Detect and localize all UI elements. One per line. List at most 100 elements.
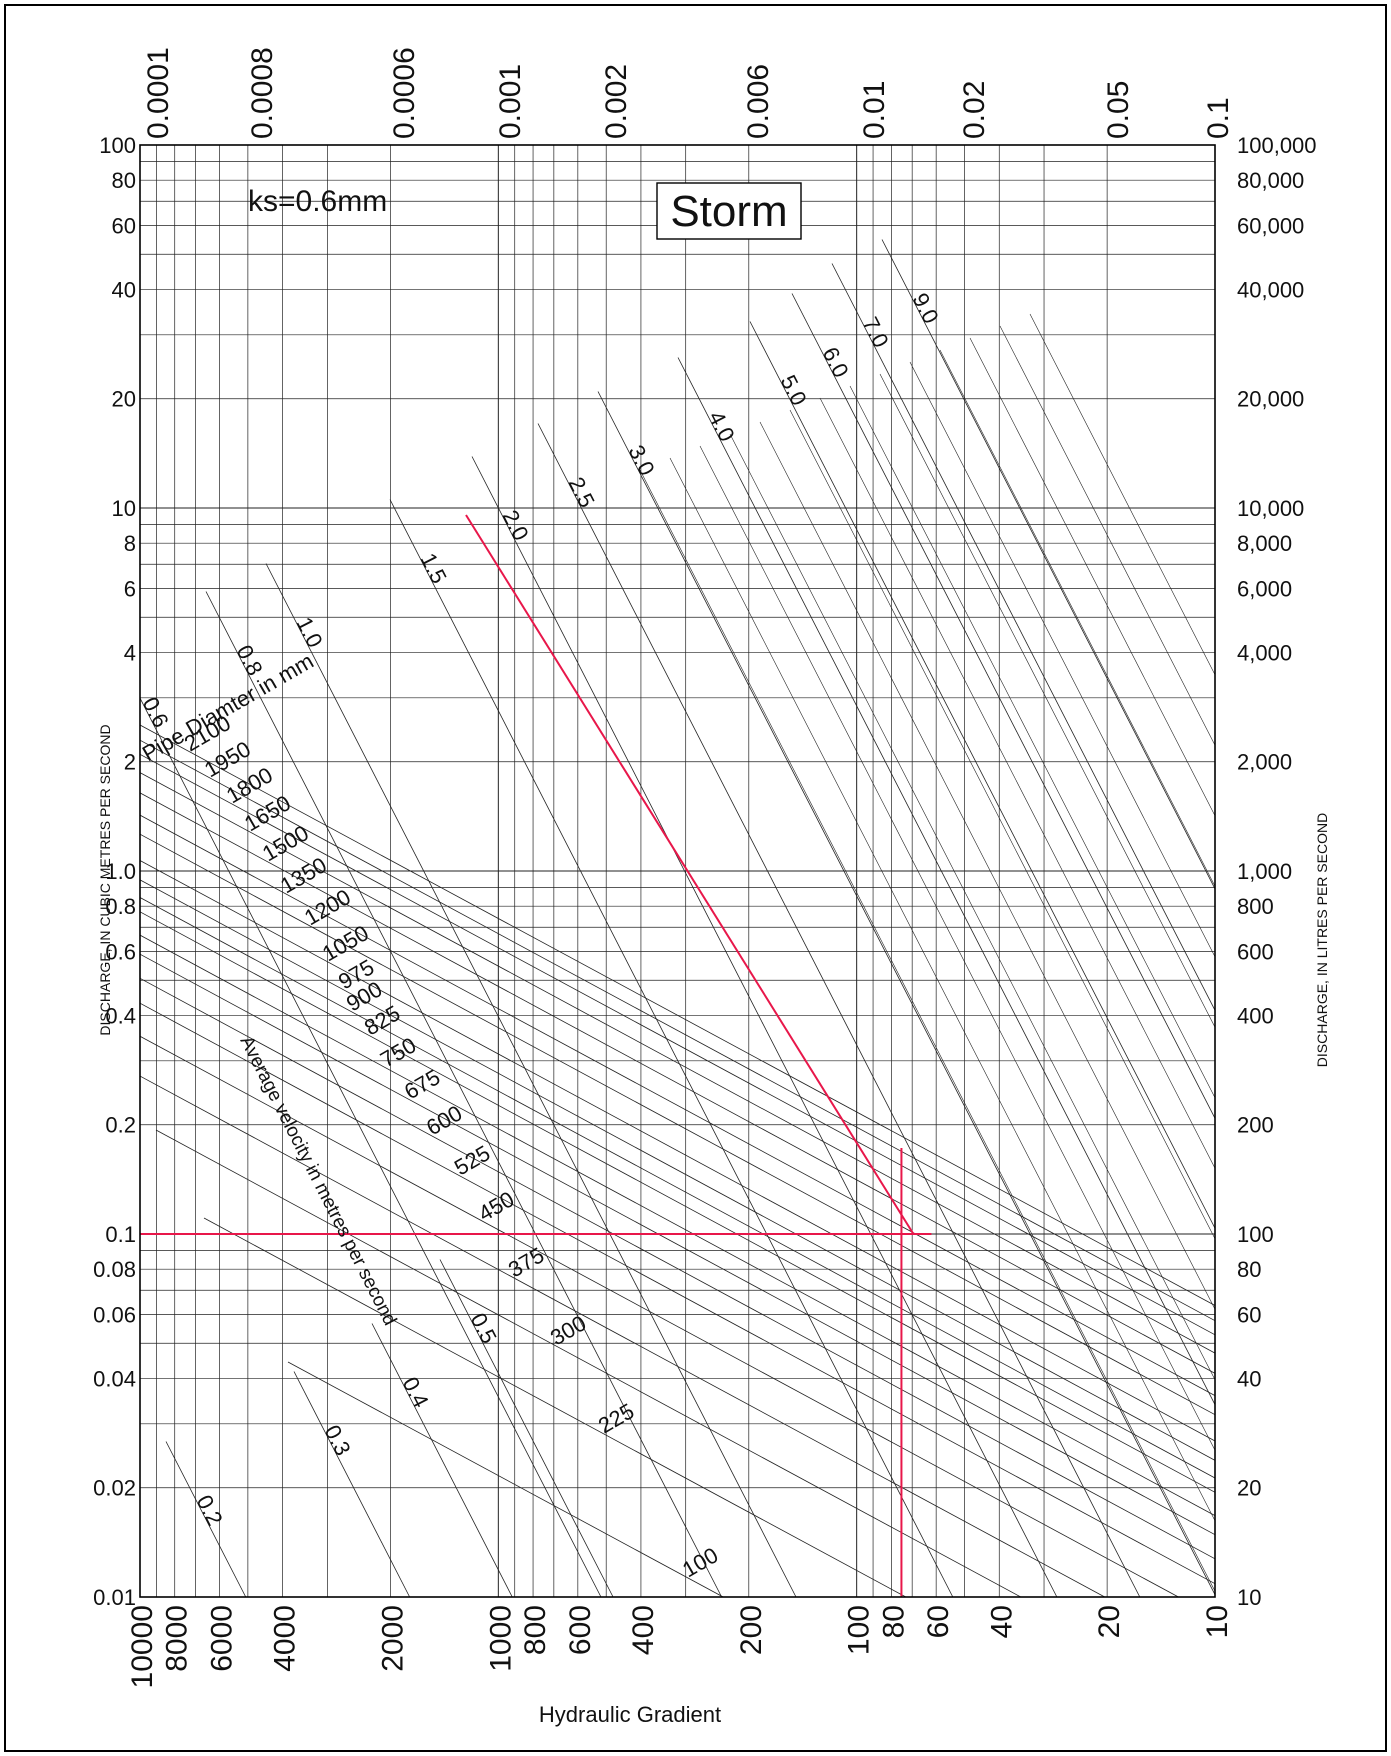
bottom-tick-label: 800 — [519, 1605, 552, 1655]
left-tick-label: 1.0 — [105, 859, 136, 884]
outer-border — [4, 4, 1387, 1752]
diameter-line — [139, 879, 1216, 1461]
left-tick-label: 0.08 — [93, 1257, 136, 1282]
velocity-line — [265, 563, 797, 1598]
velocity-line — [471, 456, 1058, 1598]
velocity-line — [879, 373, 1216, 1028]
right-tick-label: 400 — [1237, 1003, 1274, 1028]
velocity-lines — [139, 239, 1216, 1598]
velocity-line — [677, 357, 1216, 1405]
left-tick-label: 0.01 — [93, 1585, 136, 1610]
diameter-line — [287, 1361, 724, 1598]
left-tick-label: 4 — [124, 640, 136, 665]
pipe-diameter-lines — [139, 724, 1216, 1598]
x-axis-label: Hydraulic Gradient — [539, 1702, 721, 1727]
left-tick-label: 80 — [112, 168, 136, 193]
left-tick-label: 60 — [112, 214, 136, 239]
right-tick-label: 40 — [1237, 1366, 1261, 1391]
right-tick-label: 10 — [1237, 1585, 1261, 1610]
left-tick-label: 40 — [112, 277, 136, 302]
left-tick-label: 100 — [99, 133, 136, 158]
velocity-line — [909, 361, 1216, 957]
right-tick-label: 800 — [1237, 894, 1274, 919]
top-tick-label: 0.0008 — [246, 47, 279, 139]
example-lines — [140, 514, 932, 1597]
velocity-line — [939, 349, 1216, 887]
bottom-tick-label: 40 — [985, 1605, 1018, 1638]
right-tick-label: 600 — [1237, 940, 1274, 965]
velocity-line — [789, 409, 1216, 1239]
bottom-tick-label: 80 — [877, 1605, 910, 1638]
bottom-tick-label: 200 — [735, 1605, 768, 1655]
velocity-line — [881, 239, 1216, 890]
right-tick-label: 4,000 — [1237, 640, 1292, 665]
left-tick-label: 20 — [112, 387, 136, 412]
velocity-line — [205, 591, 722, 1598]
diameter-line — [139, 911, 1216, 1493]
left-tick-label: 6 — [124, 577, 136, 602]
right-tick-label: 10,000 — [1237, 496, 1304, 521]
bottom-tick-label: 400 — [627, 1605, 660, 1655]
velocity-line — [389, 499, 954, 1598]
velocity-line — [729, 433, 1216, 1380]
example-diameter-line — [465, 514, 915, 1235]
right-axis-ticks: 100,000 80,000 60,000 40,000 20,000 10,000 8,0… — [1237, 133, 1317, 1610]
diameter-line — [139, 860, 1216, 1442]
chart-title: Storm — [670, 187, 787, 236]
diameter-line — [139, 897, 1216, 1479]
y-axis-label-right: DISCHARGE, IN LITRES PER SECOND — [1314, 813, 1330, 1067]
velocity-line — [537, 423, 1141, 1598]
vertical-gridlines — [156, 145, 1216, 1597]
right-tick-label: 1,000 — [1237, 859, 1292, 884]
right-tick-label: 80 — [1237, 1257, 1261, 1282]
velocity-line — [139, 697, 602, 1598]
velocity-line — [791, 293, 1216, 1119]
bottom-axis-ticks: 10000 8000 6000 4000 2000 1000 800 600 400 200 100… — [126, 1605, 1234, 1688]
velocity-line — [293, 1371, 410, 1598]
title-box — [656, 182, 802, 240]
velocity-line — [439, 1259, 614, 1598]
diameter-line — [139, 1002, 1216, 1585]
velocity-line — [749, 321, 1216, 1229]
top-tick-label: 0.05 — [1102, 81, 1135, 139]
right-tick-label: 80,000 — [1237, 168, 1304, 193]
velocity-line — [165, 1441, 247, 1598]
right-tick-label: 40,000 — [1237, 277, 1304, 302]
velocity-line — [597, 391, 1216, 1595]
bottom-tick-label: 4000 — [269, 1605, 302, 1672]
bottom-tick-label: 60 — [922, 1605, 955, 1638]
roughness-annotation: ks=0.6mm — [248, 185, 387, 218]
right-tick-label: 60,000 — [1237, 214, 1304, 239]
left-tick-label: 2 — [124, 750, 136, 775]
velocity-line — [1029, 313, 1216, 675]
velocity-line — [699, 445, 1216, 1451]
bottom-tick-label: 10 — [1201, 1605, 1234, 1638]
bottom-tick-label: 6000 — [205, 1605, 238, 1672]
diameter-line — [139, 772, 1216, 1354]
left-tick-label: 10 — [112, 496, 136, 521]
diameter-line — [139, 792, 1216, 1374]
velocity-line — [849, 385, 1216, 1098]
left-tick-label: 8 — [124, 531, 136, 556]
left-tick-label: 0.1 — [105, 1222, 136, 1247]
diameter-line — [139, 934, 1216, 1517]
left-tick-label: 0.8 — [105, 894, 136, 919]
velocity-line — [819, 397, 1216, 1169]
top-tick-label: 0.1 — [1202, 97, 1235, 139]
velocity-line — [371, 1323, 513, 1598]
bottom-tick-label: 10000 — [126, 1605, 159, 1688]
top-tick-label: 0.001 — [494, 64, 527, 139]
y-axis-label-left: DISCHARGE, IN CUBIC METRES PER SECOND — [97, 724, 113, 1035]
velocity-line — [831, 263, 1216, 1011]
velocity-line — [759, 421, 1216, 1310]
top-tick-label: 0.0006 — [388, 47, 421, 139]
right-tick-label: 8,000 — [1237, 531, 1292, 556]
velocity-line — [639, 469, 1216, 1592]
diameter-line — [155, 1129, 1022, 1598]
right-tick-label: 6,000 — [1237, 577, 1292, 602]
left-tick-label: 0.06 — [93, 1303, 136, 1328]
bottom-tick-label: 600 — [564, 1605, 597, 1655]
diameter-line — [139, 1075, 1105, 1598]
right-tick-label: 200 — [1237, 1113, 1274, 1138]
